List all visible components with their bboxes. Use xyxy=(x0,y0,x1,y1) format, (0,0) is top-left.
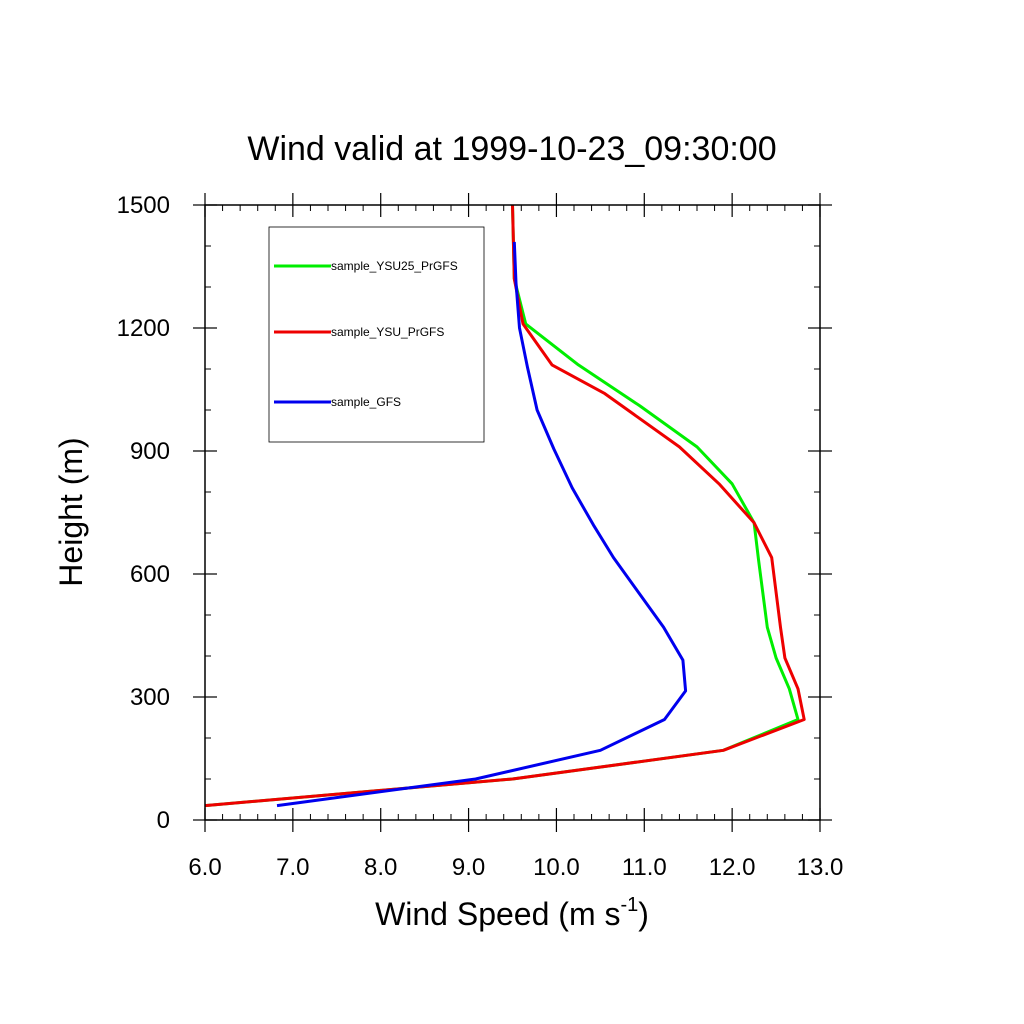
x-tick-label: 7.0 xyxy=(276,854,309,881)
y-tick-label: 300 xyxy=(130,684,170,711)
legend-label-sample_YSU_PrGFS: sample_YSU_PrGFS xyxy=(331,325,444,339)
y-tick-label: 600 xyxy=(130,561,170,588)
y-tick-label: 1500 xyxy=(117,192,170,219)
ticks-layer: 6.0 7.0 8.0 9.0 10.0 11.0 12.0 13.0 0 300 600 900 12… xyxy=(117,192,844,881)
chart-title: Wind valid at 1999-10-23_09:30:00 xyxy=(247,130,776,168)
legend-label-sample_GFS: sample_GFS xyxy=(331,395,401,409)
series-line-sample_YSU_PrGFS xyxy=(204,204,806,808)
x-tick-label: 6.0 xyxy=(188,854,221,881)
x-tick-label: 9.0 xyxy=(452,854,485,881)
x-axis-label-superscript: -1 xyxy=(620,894,638,916)
x-tick-label: 10.0 xyxy=(533,854,580,881)
legend-label-sample_YSU25_PrGFS: sample_YSU25_PrGFS xyxy=(331,259,458,273)
x-axis-label: Wind Speed (m s-1) xyxy=(375,894,649,932)
x-axis-label-end: ) xyxy=(638,896,649,932)
legend-box xyxy=(268,226,485,443)
x-axis-label-main: Wind Speed (m s xyxy=(375,896,620,932)
x-tick-label: 11.0 xyxy=(622,854,667,881)
y-tick-label: 900 xyxy=(130,438,170,465)
x-tick-label: 8.0 xyxy=(364,854,397,881)
series-layer xyxy=(204,204,806,808)
plot-frame xyxy=(204,204,821,821)
y-tick-label: 1200 xyxy=(117,315,170,342)
x-tick-label: 12.0 xyxy=(709,854,756,881)
y-tick-label: 0 xyxy=(157,807,170,834)
y-axis-label: Height (m) xyxy=(53,437,89,586)
series-line-sample_GFS xyxy=(276,241,688,808)
legend: sample_YSU25_PrGFS sample_YSU_PrGFSsample… xyxy=(268,226,485,443)
x-tick-label: 13.0 xyxy=(797,854,844,881)
